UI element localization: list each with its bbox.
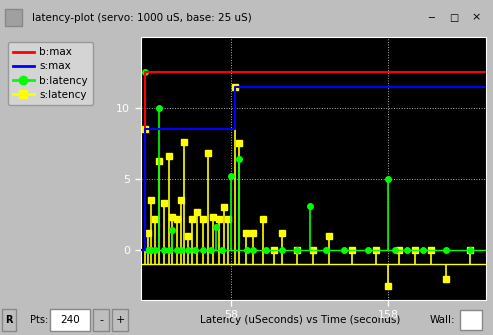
FancyBboxPatch shape [112,309,128,331]
Text: 240: 240 [60,315,80,325]
Text: +: + [115,315,125,325]
Text: Pts:: Pts: [30,315,48,325]
FancyBboxPatch shape [93,309,109,331]
Legend: b:max, s:max, b:latency, s:latency: b:max, s:max, b:latency, s:latency [8,42,93,105]
Text: R: R [5,315,13,325]
FancyBboxPatch shape [2,309,16,331]
Text: ×: × [471,13,481,22]
Text: Latency (uSeconds) vs Time (seconds): Latency (uSeconds) vs Time (seconds) [200,315,400,325]
Text: -: - [99,315,103,325]
Text: latency-plot (servo: 1000 uS, base: 25 uS): latency-plot (servo: 1000 uS, base: 25 u… [32,13,252,22]
FancyBboxPatch shape [50,309,90,331]
Text: □: □ [449,13,458,22]
Text: ─: ─ [428,13,434,22]
Text: Wall:: Wall: [430,315,456,325]
FancyBboxPatch shape [5,9,22,26]
FancyBboxPatch shape [460,310,482,330]
